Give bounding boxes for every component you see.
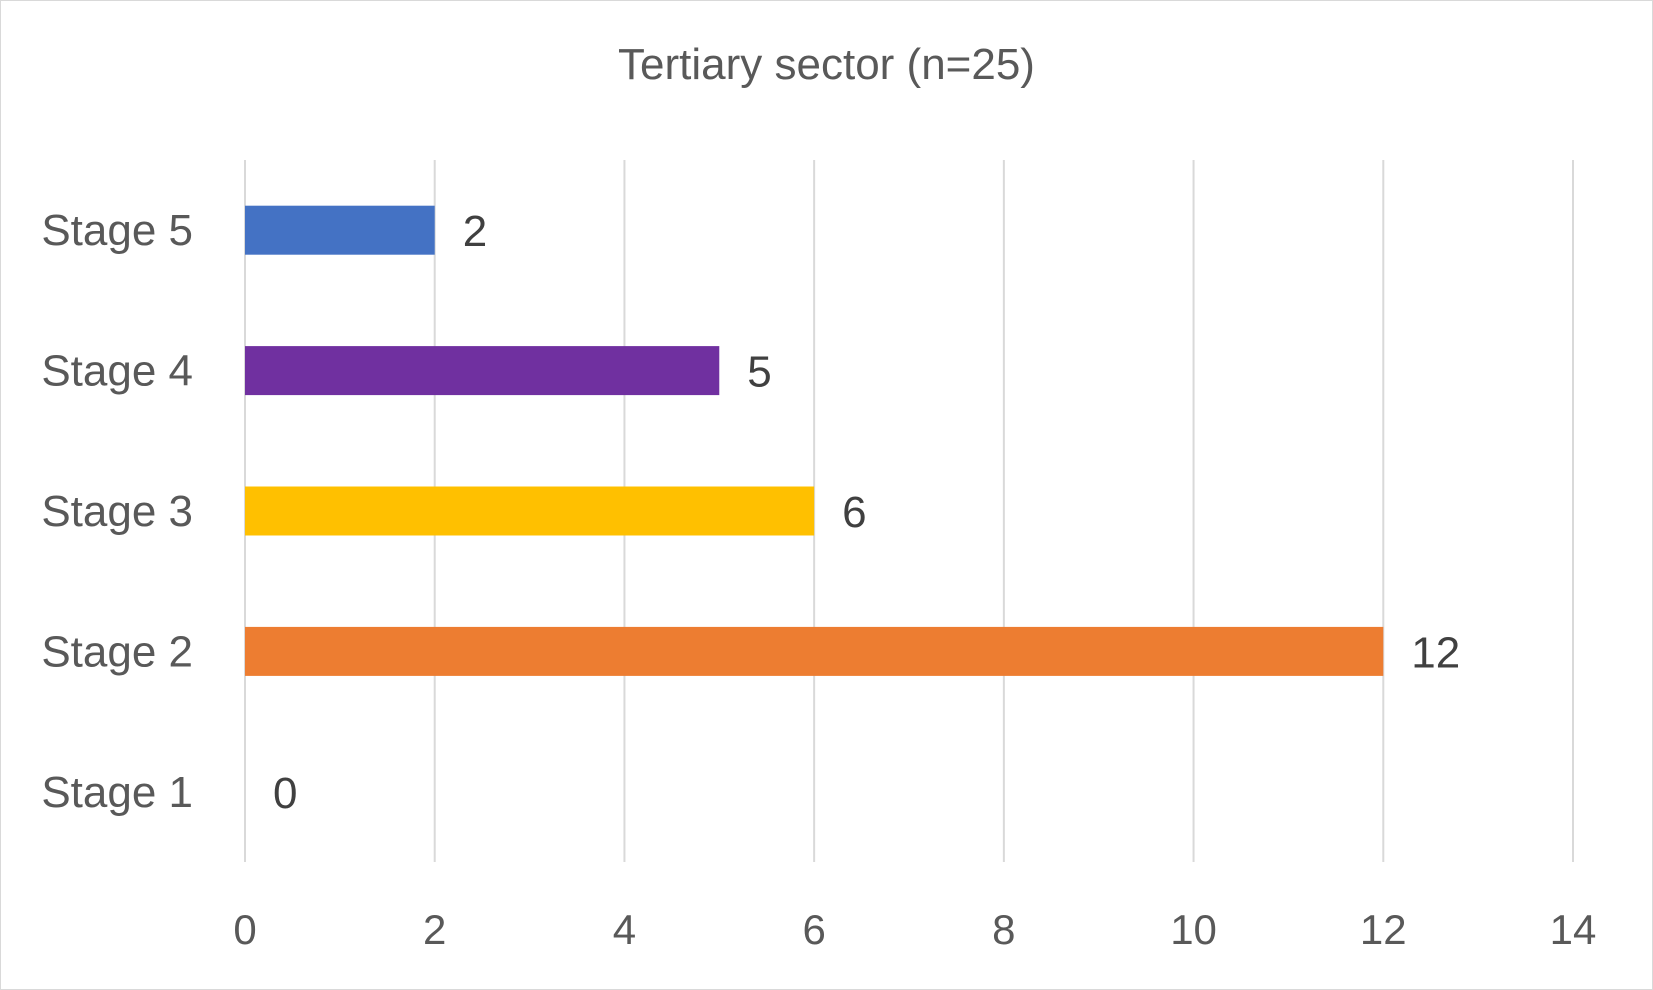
x-tick-label: 6: [802, 906, 825, 953]
data-labels: 2 5 6 12 0: [273, 207, 1460, 818]
x-tick-label: 10: [1170, 906, 1217, 953]
category-labels: Stage 5 Stage 4 Stage 3 Stage 2 Stage 1: [41, 206, 193, 817]
category-label: Stage 1: [41, 768, 193, 817]
category-label: Stage 2: [41, 627, 193, 676]
category-label: Stage 4: [41, 347, 193, 396]
x-tick-label: 2: [423, 906, 446, 953]
data-label: 12: [1411, 628, 1460, 677]
bar-stage-5: [245, 205, 435, 255]
bar-stage-2: [245, 626, 1384, 676]
data-label: 2: [463, 207, 487, 256]
bars: [245, 205, 1384, 676]
x-tick-label: 4: [613, 906, 636, 953]
x-tick-label: 8: [992, 906, 1015, 953]
x-tick-labels: 0 2 4 6 8 10 12 14: [233, 906, 1596, 953]
bar-stage-4: [245, 346, 720, 396]
x-tick-label: 0: [233, 906, 256, 953]
chart-title: Tertiary sector (n=25): [618, 40, 1035, 89]
data-label: 5: [747, 348, 771, 397]
bar-stage-3: [245, 486, 815, 536]
x-tick-label: 14: [1550, 906, 1597, 953]
data-label: 6: [842, 488, 866, 537]
x-tick-label: 12: [1360, 906, 1407, 953]
category-label: Stage 3: [41, 487, 193, 536]
data-label: 0: [273, 769, 297, 818]
category-label: Stage 5: [41, 206, 193, 255]
